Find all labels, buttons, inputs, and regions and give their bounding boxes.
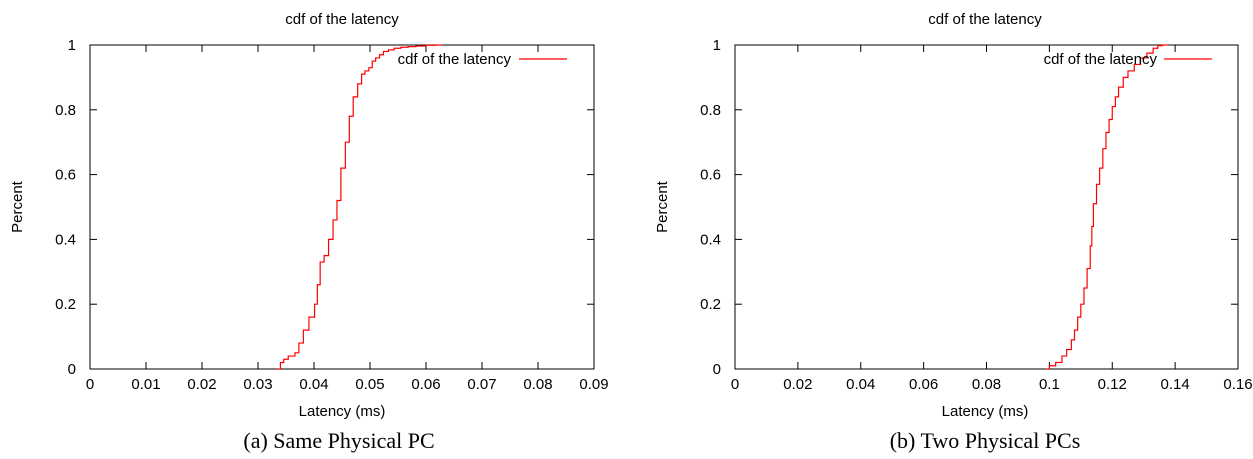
chart-b-ytick-label: 0	[713, 361, 721, 378]
chart-a-xtick-label: 0.01	[131, 376, 160, 393]
chart-a-title: cdf of the latency	[285, 11, 399, 28]
chart-a-xtick-label: 0.02	[187, 376, 216, 393]
chart-a-ytick-label: 0.8	[55, 102, 76, 119]
chart-b: cdf of the latency Percent Latency (ms) …	[654, 11, 1253, 420]
chart-b-frame	[734, 44, 1239, 370]
chart-b-xtick-label: 0	[731, 376, 739, 393]
chart-b-ytick-label: 0.4	[700, 231, 721, 248]
chart-a-legend-label: cdf of the latency	[398, 51, 512, 68]
caption-a: (a) Same Physical PC	[243, 428, 435, 453]
chart-a-xtick-label: 0	[86, 376, 94, 393]
chart-a: cdf of the latency Percent Latency (ms) …	[9, 11, 609, 420]
chart-a-xtick-label: 0.09	[579, 376, 608, 393]
chart-a-xlabel: Latency (ms)	[299, 403, 386, 420]
chart-b-title: cdf of the latency	[928, 11, 1042, 28]
chart-b-xtick-label: 0.1	[1039, 376, 1060, 393]
chart-a-ylabel: Percent	[9, 180, 26, 233]
chart-b-legend-label: cdf of the latency	[1044, 51, 1158, 68]
chart-a-cdf-line	[277, 44, 443, 370]
chart-b-ytick-label: 0.6	[700, 167, 721, 184]
chart-b-cdf-line	[1046, 44, 1169, 370]
chart-a-ytick-label: 0	[68, 361, 76, 378]
chart-a-ytick-label: 0.2	[55, 296, 76, 313]
chart-a-xtick-label: 0.06	[411, 376, 440, 393]
chart-b-xtick-label: 0.06	[909, 376, 938, 393]
chart-a-xtick-label: 0.08	[523, 376, 552, 393]
caption-b: (b) Two Physical PCs	[889, 428, 1081, 453]
chart-a-ytick-label: 1	[68, 37, 76, 54]
chart-b-ytick-label: 1	[713, 37, 721, 54]
chart-b-xtick-label: 0.08	[972, 376, 1001, 393]
chart-b-xtick-label: 0.16	[1223, 376, 1252, 393]
chart-a-legend: cdf of the latency	[398, 51, 567, 68]
chart-a-ytick-label: 0.6	[55, 167, 76, 184]
chart-b-xtick-label: 0.02	[783, 376, 812, 393]
chart-a-xtick-label: 0.04	[299, 376, 328, 393]
chart-a-xtick-label: 0.05	[355, 376, 384, 393]
chart-b-xtick-label: 0.04	[846, 376, 875, 393]
chart-b-ytick-label: 0.2	[700, 296, 721, 313]
chart-b-ytick-label: 0.8	[700, 102, 721, 119]
chart-a-ytick-label: 0.4	[55, 231, 76, 248]
chart-b-xtick-label: 0.12	[1098, 376, 1127, 393]
chart-b-xlabel: Latency (ms)	[942, 403, 1029, 420]
chart-a-xtick-label: 0.07	[467, 376, 496, 393]
chart-a-frame	[89, 44, 595, 370]
chart-b-xtick-label: 0.14	[1161, 376, 1190, 393]
chart-b-ylabel: Percent	[654, 180, 671, 233]
chart-b-legend: cdf of the latency	[1044, 51, 1212, 68]
chart-a-xtick-label: 0.03	[243, 376, 272, 393]
